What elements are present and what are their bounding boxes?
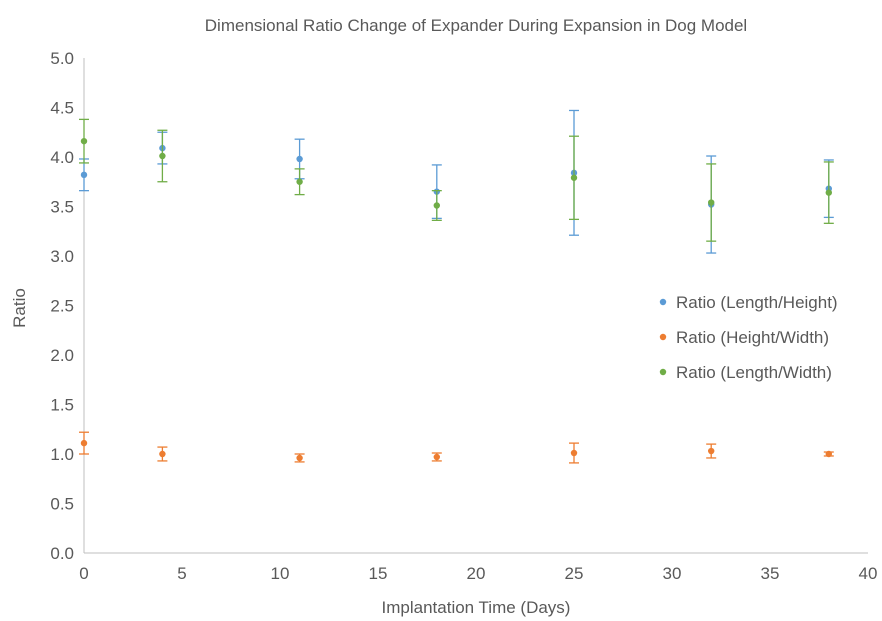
x-tick-label: 10 [271, 564, 290, 583]
data-point [708, 199, 715, 206]
legend-marker [659, 333, 667, 341]
y-tick-label: 5.0 [50, 49, 74, 68]
x-tick-label: 0 [79, 564, 88, 583]
y-tick-label: 3.5 [50, 198, 74, 217]
data-point [159, 152, 166, 160]
legend: Ratio (Length/Height) Ratio (Height/Width… [659, 293, 838, 382]
data-point [708, 447, 715, 455]
x-axis-label: Implantation Time (Days) [382, 598, 571, 617]
tick-labels: 0 5 10 15 20 25 30 35 40 0.0 0.5 1.0 1.5 2.0 2.5 3.0 3.5… [50, 49, 877, 583]
y-tick-label: 0.5 [50, 495, 74, 514]
x-tick-label: 30 [663, 564, 682, 583]
y-tick-label: 4.5 [50, 99, 74, 118]
data-point [570, 174, 578, 181]
y-tick-label: 4.0 [50, 148, 74, 167]
y-tick-label: 2.5 [50, 297, 74, 316]
x-tick-label: 20 [467, 564, 486, 583]
data-point [80, 171, 88, 179]
data-point [296, 155, 303, 163]
data-point [825, 189, 832, 196]
series-group [79, 431, 834, 464]
legend-label: Ratio (Length/Width) [676, 363, 832, 382]
x-tick-label: 5 [177, 564, 186, 583]
data-point [296, 454, 303, 462]
series-group [79, 109, 834, 254]
y-tick-label: 1.5 [50, 396, 74, 415]
legend-label: Ratio (Length/Height) [676, 293, 838, 312]
data-point [570, 449, 578, 457]
data-point [825, 450, 832, 458]
data-point [296, 178, 303, 185]
x-tick-label: 15 [369, 564, 388, 583]
y-tick-label: 3.0 [50, 247, 74, 266]
data-point [80, 137, 88, 145]
data-point [433, 202, 440, 209]
legend-marker [659, 368, 667, 376]
data-point [159, 450, 166, 458]
chart-title: Dimensional Ratio Change of Expander Dur… [205, 16, 747, 35]
y-axis-label: Ratio [10, 288, 29, 328]
y-tick-label: 0.0 [50, 544, 74, 563]
x-tick-label: 25 [565, 564, 584, 583]
data-point [433, 453, 440, 461]
data-marks [79, 109, 834, 464]
y-tick-label: 2.0 [50, 346, 74, 365]
x-tick-label: 35 [761, 564, 780, 583]
x-tick-label: 40 [859, 564, 878, 583]
legend-label: Ratio (Height/Width) [676, 328, 829, 347]
legend-marker [659, 298, 667, 306]
series-group [79, 118, 834, 242]
y-tick-label: 1.0 [50, 445, 74, 464]
data-point [80, 439, 88, 447]
